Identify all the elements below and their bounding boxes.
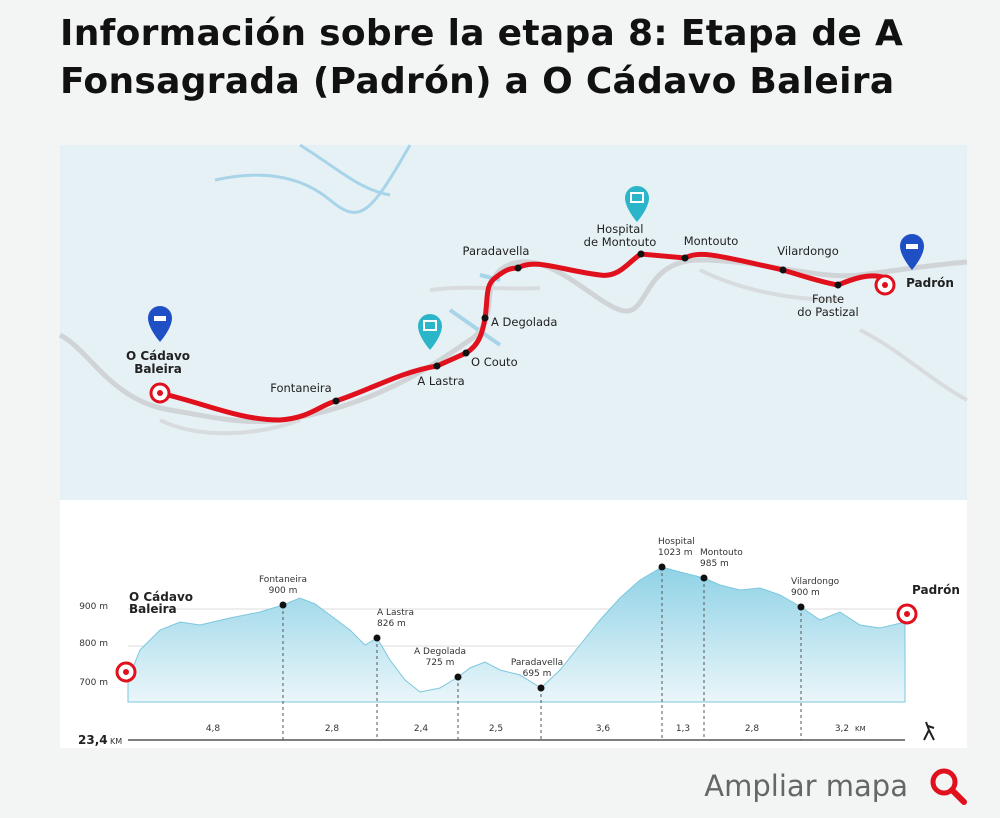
waypoint-label: Fontaneira xyxy=(270,381,331,395)
waypoint-dot xyxy=(433,362,441,370)
segment-distance: 3,6 xyxy=(596,724,611,734)
title-line: Fonsagrada (Padrón) a O Cádavo Baleira xyxy=(60,61,895,102)
bed-pin xyxy=(900,234,924,270)
point-name: Paradavella xyxy=(511,658,563,668)
waypoint-label: Vilardongo xyxy=(777,244,839,258)
waypoint-label: do Pastizal xyxy=(797,305,858,319)
point-elevation: 695 m xyxy=(523,669,552,679)
link-text[interactable]: Ampliar mapa xyxy=(704,769,908,803)
elevation-point xyxy=(279,601,287,609)
point-name: A Degolada xyxy=(414,647,466,657)
search-icon[interactable] xyxy=(928,766,968,806)
enlarge-map-link[interactable]: Ampliar mapa xyxy=(704,766,968,806)
map-bg xyxy=(60,145,967,500)
road xyxy=(159,268,968,436)
point-elevation: 900 m xyxy=(269,586,298,596)
waypoint-label: A Lastra xyxy=(417,374,464,388)
end-marker xyxy=(896,603,918,625)
segment-distance: 3,2 xyxy=(835,724,849,734)
elevation-area xyxy=(127,566,906,703)
waypoint-label: Montouto xyxy=(684,234,739,248)
waypoint-label: Fonte xyxy=(812,292,844,306)
waypoint-dot xyxy=(462,349,470,357)
point-name: Fontaneira xyxy=(259,575,307,585)
place-label: Baleira xyxy=(134,362,182,376)
axis-label: 800 m xyxy=(79,639,108,649)
hostel-pin xyxy=(418,314,442,350)
page-title: Información sobre la etapa 8: Etapa de A… xyxy=(60,10,903,106)
point-name: A Lastra xyxy=(377,608,414,618)
hostel-pin xyxy=(625,186,649,222)
point-elevation: 725 m xyxy=(426,658,455,668)
point-name: Vilardongo xyxy=(791,577,840,587)
bed-pin xyxy=(148,306,172,342)
total-distance: 23,4 xyxy=(78,733,108,747)
waypoint-label: de Montouto xyxy=(584,235,657,249)
axis-label: 900 m xyxy=(79,602,108,612)
elevation-point xyxy=(700,574,708,582)
elevation-point xyxy=(537,684,545,692)
segment-distance: 4,8 xyxy=(206,724,221,734)
river xyxy=(214,143,412,214)
axis-label: 700 m xyxy=(79,678,108,688)
waypoint-dot xyxy=(332,397,340,405)
place-label: Padrón xyxy=(912,583,960,597)
place-label: Padrón xyxy=(906,276,954,290)
waypoint-dot xyxy=(834,281,842,289)
waypoint-label: O Couto xyxy=(471,355,518,369)
waypoint-dot xyxy=(514,264,522,272)
road xyxy=(58,257,968,424)
place-label: Baleira xyxy=(129,602,177,616)
elevation-point xyxy=(454,673,462,681)
start-marker xyxy=(115,661,137,683)
segment-unit: KM xyxy=(855,725,866,733)
point-elevation: 1023 m xyxy=(658,548,693,558)
place-label: O Cádavo xyxy=(129,590,193,604)
segment-distance: 2,4 xyxy=(414,724,429,734)
waypoint-label: Paradavella xyxy=(463,244,530,258)
total-unit: KM xyxy=(110,737,122,746)
point-elevation: 826 m xyxy=(377,619,406,629)
segment-distance: 2,5 xyxy=(489,724,503,734)
segment-distance: 1,3 xyxy=(676,724,690,734)
end-marker xyxy=(874,274,896,296)
title-line: Información sobre la etapa 8: Etapa de A xyxy=(60,13,904,54)
waypoint-dot xyxy=(779,266,787,274)
elevation-point xyxy=(658,563,666,571)
hiker-icon xyxy=(923,721,935,741)
segment-distance: 2,8 xyxy=(325,724,340,734)
waypoint-label: Hospital xyxy=(597,222,644,236)
point-elevation: 985 m xyxy=(700,559,729,569)
point-name: Hospital xyxy=(658,537,695,547)
point-elevation: 900 m xyxy=(791,588,820,598)
point-name: Montouto xyxy=(700,548,743,558)
waypoint-dot xyxy=(637,250,645,258)
waypoint-dot xyxy=(681,254,689,262)
start-marker xyxy=(149,382,171,404)
segment-distance: 2,8 xyxy=(745,724,760,734)
waypoint-dot xyxy=(481,314,489,322)
place-label: O Cádavo xyxy=(126,349,190,363)
elevation-point xyxy=(373,634,381,642)
elevation-point xyxy=(797,603,805,611)
waypoint-label: A Degolada xyxy=(491,315,557,329)
